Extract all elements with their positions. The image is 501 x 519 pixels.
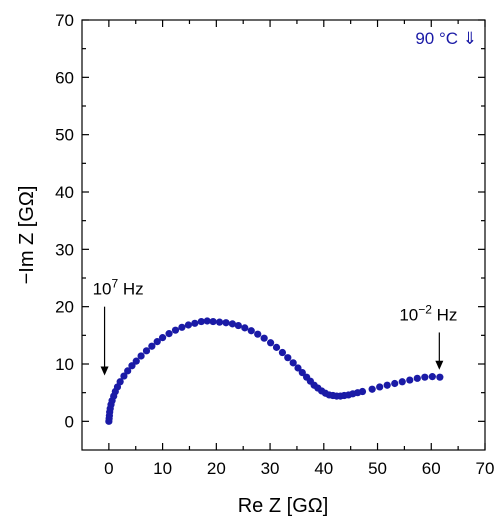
x-tick-label: 0 xyxy=(104,459,113,478)
data-point xyxy=(421,373,429,381)
x-tick-label: 20 xyxy=(207,459,226,478)
data-point xyxy=(171,326,180,334)
data-point xyxy=(241,324,249,332)
frequency-annotation-label: 10−2 Hz xyxy=(399,302,457,324)
frequency-annotation-label: 107 Hz xyxy=(93,277,144,299)
data-point xyxy=(132,357,140,365)
data-point xyxy=(398,378,406,386)
y-tick-label: 60 xyxy=(55,68,74,87)
data-point xyxy=(294,364,302,372)
y-tick-label: 50 xyxy=(55,126,74,145)
x-tick-label: 70 xyxy=(476,459,495,478)
data-point xyxy=(215,318,224,326)
y-tick-label: 70 xyxy=(55,11,74,30)
y-tick-label: 40 xyxy=(55,183,74,202)
y-tick-labels: 0 10 20 30 40 50 60 70 xyxy=(55,11,74,431)
plot-frame xyxy=(81,19,486,451)
data-point xyxy=(191,319,199,327)
data-point xyxy=(298,369,306,377)
x-tick-labels: 0 10 20 30 40 50 60 70 xyxy=(104,459,494,478)
data-point xyxy=(376,383,384,391)
data-points xyxy=(105,317,444,425)
x-axis-title: Re Z [GΩ] xyxy=(238,495,329,517)
y-tick-label: 0 xyxy=(65,412,74,431)
x-tick-label: 10 xyxy=(153,459,172,478)
data-point xyxy=(159,334,167,342)
data-point xyxy=(278,348,287,357)
data-point xyxy=(267,339,275,347)
data-point xyxy=(228,320,237,328)
data-point xyxy=(203,317,211,325)
data-point xyxy=(178,323,186,331)
data-point xyxy=(272,343,281,351)
temperature-label: 90 °C ⇓ xyxy=(415,29,477,48)
data-point xyxy=(247,327,255,335)
data-point xyxy=(289,359,297,367)
data-point xyxy=(436,373,444,381)
data-point xyxy=(184,321,192,329)
data-point xyxy=(254,330,262,338)
x-tick-label: 40 xyxy=(314,459,333,478)
data-point xyxy=(234,321,242,330)
data-point xyxy=(128,362,136,370)
data-point xyxy=(120,372,128,380)
x-tick-label: 30 xyxy=(261,459,280,478)
data-point xyxy=(260,334,268,342)
data-point xyxy=(368,385,376,393)
data-point xyxy=(209,317,217,326)
data-point xyxy=(428,373,436,381)
x-tick-label: 50 xyxy=(368,459,387,478)
y-axis-title: −Im Z [GΩ] xyxy=(16,186,38,285)
annotation-arrow-head xyxy=(435,360,444,370)
data-point xyxy=(148,342,156,350)
data-point xyxy=(165,330,173,338)
x-tick-label: 60 xyxy=(422,459,441,478)
data-point xyxy=(197,317,205,326)
data-point xyxy=(124,367,132,375)
data-point xyxy=(137,352,145,360)
y-tick-label: 10 xyxy=(55,355,74,374)
y-tick-label: 30 xyxy=(55,240,74,259)
data-point xyxy=(383,381,391,389)
axis-ticks xyxy=(82,19,486,450)
data-point xyxy=(153,338,161,346)
data-point xyxy=(413,374,421,382)
annotation-arrow-head xyxy=(100,366,109,376)
data-point xyxy=(358,387,367,396)
data-point xyxy=(116,378,124,386)
frequency-annotations: 107 Hz 10−2 Hz xyxy=(93,277,457,376)
data-point xyxy=(222,319,230,327)
data-point xyxy=(391,379,399,388)
data-point xyxy=(406,376,414,384)
data-point xyxy=(142,347,151,355)
data-point xyxy=(284,354,292,362)
y-tick-label: 20 xyxy=(55,298,74,317)
